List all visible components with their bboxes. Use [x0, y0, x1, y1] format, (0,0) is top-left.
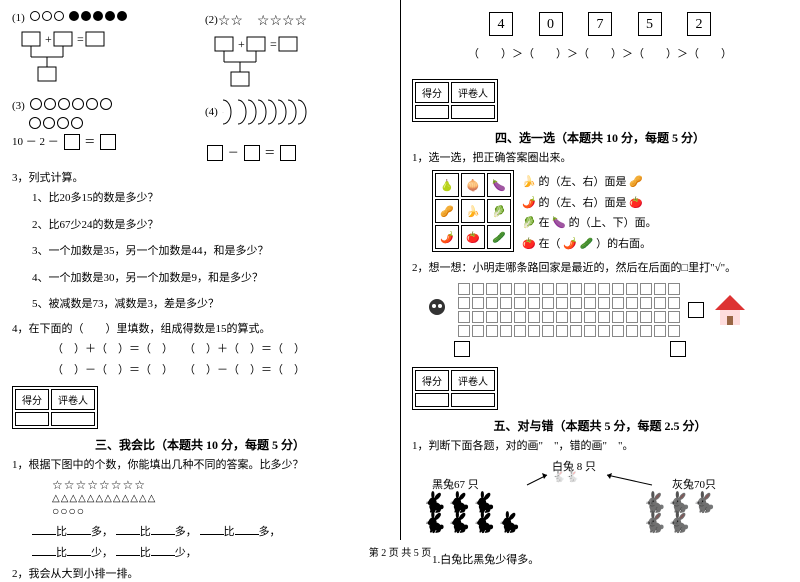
blank-input[interactable] — [32, 523, 56, 535]
score-table: 得分评卷人 — [412, 367, 498, 410]
num-box-4: 2 — [687, 12, 711, 36]
q4-label: (4) — [205, 106, 218, 118]
sec4-q1: 1，选一选，把正确答案圈出来。 — [412, 150, 788, 167]
triangles-row: △△△△△△△△△△△△ — [12, 493, 388, 504]
sec4-q2: 2，想一想：小明走哪条路回家是最近的，然后在后面的□里打"√"。 — [412, 260, 788, 277]
answer-box[interactable] — [244, 145, 260, 161]
blank-input[interactable] — [151, 544, 175, 556]
stars-row: ☆☆☆☆☆☆☆☆ — [12, 478, 388, 493]
blank-input[interactable] — [200, 523, 224, 535]
q3-label: (3) — [12, 100, 25, 112]
score-table: 得分评卷人 — [12, 386, 98, 429]
house-icon — [710, 290, 750, 330]
tree-diagram-1: + = — [12, 27, 142, 87]
num-box-1: 0 — [539, 12, 563, 36]
q3-sub1: 1、比20多15的数是多少？ — [12, 190, 388, 207]
svg-text:=: = — [270, 37, 277, 51]
q3-sub3: 3、一个加数是35，另一个加数是44，和是多少？ — [12, 243, 388, 260]
section3-title: 三、我会比（本题共 10 分，每题 5 分） — [12, 436, 388, 453]
compare-line: （ ）＞（ ）＞（ ）＞（ ）＞（ ） — [412, 46, 788, 63]
q3-sub4: 4、一个加数是30，另一个加数是9，和是多少？ — [12, 270, 388, 287]
answer-box[interactable] — [207, 145, 223, 161]
answer-box[interactable] — [64, 134, 80, 150]
sec5-q1: 1，判断下面各题，对的画" "，错的画" "。 — [412, 438, 788, 455]
check-box[interactable] — [454, 341, 470, 357]
q4-line1: （ ）＋（ ）＝（ ） （ ）＋（ ）＝（ ） — [12, 341, 388, 358]
svg-text:+: + — [45, 32, 52, 46]
blank-input[interactable] — [67, 523, 91, 535]
blank-input[interactable] — [116, 544, 140, 556]
crescents-icon — [218, 97, 338, 127]
sec3-q2: 2，我会从大到小排一排。 — [12, 566, 388, 582]
num-box-0: 4 — [489, 12, 513, 36]
eq-sign: ＝ — [264, 147, 275, 159]
rabbit-diagram: 白兔 8 只 黑兔67 只 灰兔70只 🐇🐇 🐇🐇🐇 🐇🐇🐇🐇 🐇🐇🐇 🐇🐇 — [412, 458, 788, 548]
score-table: 得分评卷人 — [412, 79, 498, 122]
q2-label: (2) — [205, 14, 218, 26]
q3-title: 3，列式计算。 — [12, 170, 388, 187]
boy-icon — [422, 295, 452, 325]
eq-sign: ＝ — [84, 136, 95, 148]
blank-input[interactable] — [116, 523, 140, 535]
q4-title: 4，在下面的（ ）里填数，组成得数是15的算式。 — [12, 321, 388, 338]
svg-text:=: = — [77, 32, 84, 46]
answer-box[interactable] — [280, 145, 296, 161]
position-grid: 🍐🧅🍆 🥜🍌🥬 🌶️🍅🥒 — [432, 170, 514, 252]
maze-grid — [456, 281, 682, 339]
blank-input[interactable] — [151, 523, 175, 535]
q4-line2: （ ）－（ ）＝（ ） （ ）－（ ）＝（ ） — [12, 362, 388, 379]
check-box[interactable] — [670, 341, 686, 357]
q3-sub5: 5、被减数是73，减数是3，差是多少？ — [12, 296, 388, 313]
stars-icon: ☆☆ ☆☆☆☆ — [218, 10, 307, 30]
check-box[interactable] — [688, 302, 704, 318]
circles-row: ○○○○ — [12, 504, 388, 519]
sec3-q1: 1，根据下图中的个数，你能填出几种不同的答案。比多少？ — [12, 457, 388, 474]
minus-sign: － — [228, 147, 239, 159]
arrow-icon — [602, 470, 662, 490]
q1-label: (1) — [12, 12, 25, 24]
arrow-icon — [522, 470, 552, 490]
blank-input[interactable] — [235, 523, 259, 535]
blank-input[interactable] — [32, 544, 56, 556]
tree-diagram-2: + = — [205, 32, 335, 92]
svg-text:+: + — [238, 37, 245, 51]
num-box-3: 5 — [638, 12, 662, 36]
blank-input[interactable] — [67, 544, 91, 556]
section4-title: 四、选一选（本题共 10 分，每题 5 分） — [412, 129, 788, 146]
section5-title: 五、对与错（本题共 5 分，每题 2.5 分） — [412, 417, 788, 434]
answer-box[interactable] — [100, 134, 116, 150]
eq3-text: 10 － 2 － — [12, 136, 59, 148]
num-box-2: 7 — [588, 12, 612, 36]
sec5-sub1: 1.白兔比黑兔少得多。 — [412, 552, 788, 569]
q3-sub2: 2、比67少24的数是多少？ — [12, 217, 388, 234]
